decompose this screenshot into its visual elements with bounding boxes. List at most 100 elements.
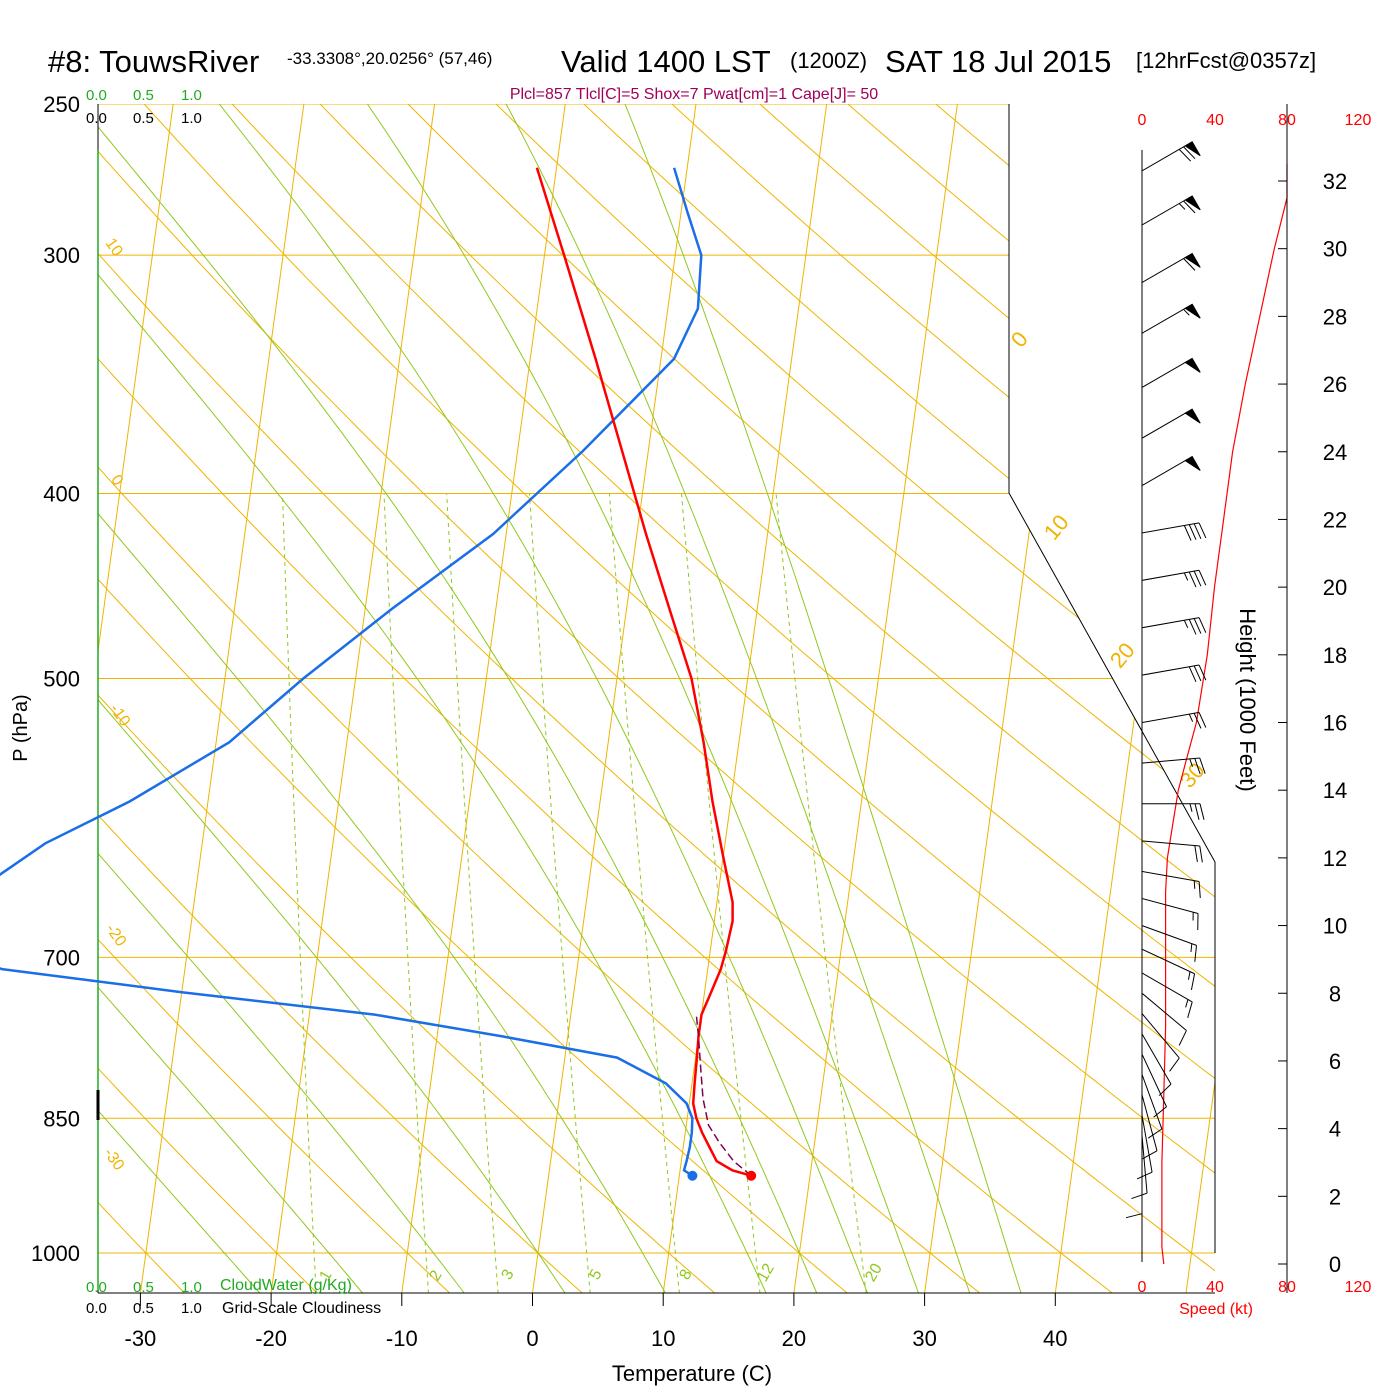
temperature-tick-30: 30 [912, 1326, 936, 1351]
speed-scale-top: 0 40 80 120 [1138, 112, 1372, 129]
height-tick-32: 32 [1323, 169, 1347, 194]
cloud-scale-bottom-green-2: 1.0 [181, 1279, 202, 1296]
forecast-info: [12hrFcst@0357z] [1136, 48, 1316, 73]
station-title: #8: TouwsRiver [48, 44, 259, 79]
cloud-scale-bottom-green-1: 0.5 [133, 1279, 154, 1296]
moist-adiabat-label: 10 [1039, 510, 1074, 545]
wind-barb [1141, 757, 1206, 775]
station-coords: -33.3308°,20.0256° (57,46) [287, 49, 492, 68]
height-axis-label: Height (1000 Feet) [1235, 608, 1260, 791]
wind-barb [1141, 252, 1201, 283]
mixing-ratio-line [446, 493, 499, 1293]
height-tick-10: 10 [1323, 914, 1347, 939]
height-tick-18: 18 [1323, 643, 1347, 668]
stability-indices: Plcl=857 Tlcl[C]=5 Shox=7 Pwat[cm]=1 Cap… [510, 86, 878, 103]
surface-dewpoint-dot [687, 1170, 698, 1181]
cloud-scale-bottom: 0.0 0.5 1.0 CloudWater (g/Kg) 0.0 0.5 1.… [86, 1277, 381, 1317]
temperature-tick-10: 10 [651, 1326, 675, 1351]
mixing-ratio-line [282, 493, 317, 1293]
moist-adiabat [98, 104, 667, 1293]
height-tick-8: 8 [1329, 981, 1341, 1006]
zulu-time: (1200Z) [790, 48, 867, 73]
mixing-ratio-label: 3 [499, 1267, 518, 1283]
isotherm [98, 104, 179, 1293]
wind-barb [1141, 1074, 1163, 1139]
pressure-tick-850: 850 [43, 1106, 80, 1131]
wind-barb [1141, 522, 1207, 541]
moist-adiabat [98, 104, 767, 1293]
cloud-scale-bottom-green-0: 0.0 [86, 1279, 107, 1296]
wind-barb [1141, 357, 1201, 388]
wind-barb [1141, 664, 1207, 683]
dry-adiabat [98, 104, 1215, 1293]
cloud-scale-top-green-0: 0.0 [86, 87, 107, 104]
mixing-ratio-line [681, 493, 761, 1293]
cloud-scale-top-black-0: 0.0 [86, 110, 107, 127]
dry-adiabat [98, 104, 1114, 1293]
dry-adiabat [98, 104, 583, 1293]
height-tick-6: 6 [1329, 1049, 1341, 1074]
pressure-tick-500: 500 [43, 667, 80, 692]
speed-bottom-120: 120 [1345, 1279, 1372, 1296]
wind-barb [1141, 1053, 1167, 1118]
dry-adiabat [721, 104, 1215, 1293]
temperature-tick--20: -20 [255, 1326, 287, 1351]
wind-barb [1141, 972, 1193, 1018]
mixing-ratio-label: 12 [754, 1261, 778, 1285]
temperature-axis: -30 -20 -10 0 10 20 30 40 [125, 1293, 1068, 1351]
height-tick-30: 30 [1323, 237, 1347, 262]
moist-adiabat-label: 0 [1006, 326, 1033, 351]
dry-adiabat [98, 104, 1215, 1293]
pressure-axis: 250 300 400 500 700 850 1000 [31, 92, 80, 1266]
dry-adiabat-label: 10 [102, 235, 126, 259]
dewpoint-line [0, 167, 703, 1177]
speed-scale-bottom: 0 40 80 120 Speed (kt) [1138, 1279, 1372, 1318]
cloud-scale-bottom-black-1: 0.5 [133, 1300, 154, 1317]
dry-adiabat-label: 0 [107, 472, 126, 489]
valid-date: SAT 18 Jul 2015 [885, 44, 1111, 79]
dry-adiabat-label: -10 [106, 701, 133, 730]
wind-speed-line [1161, 164, 1288, 1265]
wind-barb [1141, 992, 1187, 1046]
dry-adiabat [287, 104, 1215, 1293]
dry-adiabat [98, 104, 186, 1293]
isotherm [793, 104, 963, 1293]
cloud-scale-top-green-2: 1.0 [181, 87, 202, 104]
height-tick-4: 4 [1329, 1117, 1341, 1142]
pressure-tick-250: 250 [43, 92, 80, 117]
height-tick-2: 2 [1329, 1184, 1341, 1209]
speed-bottom-40: 40 [1206, 1279, 1224, 1296]
dry-adiabat [113, 104, 1215, 1293]
height-tick-12: 12 [1323, 846, 1347, 871]
moist-adiabat [98, 104, 566, 1293]
height-tick-22: 22 [1323, 507, 1347, 532]
height-tick-28: 28 [1323, 304, 1347, 329]
isotherm [401, 104, 571, 1293]
height-tick-16: 16 [1323, 711, 1347, 736]
dry-adiabat [98, 104, 451, 1293]
wind-barb [1141, 711, 1207, 729]
parcel-line [695, 1014, 752, 1177]
mixing-ratio-line [529, 493, 591, 1293]
wind-barb [1141, 408, 1201, 439]
wind-barb [1141, 948, 1196, 991]
isotherm [1185, 104, 1215, 1293]
dry-adiabat [808, 104, 1215, 1293]
dry-adiabat [98, 104, 716, 1293]
surface-temperature-dot [746, 1170, 757, 1181]
pressure-tick-1000: 1000 [31, 1241, 80, 1266]
moist-adiabat-label: 30 [1175, 758, 1210, 793]
temperature-tick-40: 40 [1043, 1326, 1067, 1351]
mixing-ratio-line [775, 493, 867, 1293]
valid-time: Valid 1400 LST [561, 44, 771, 79]
cloud-scale-bottom-black-2: 1.0 [181, 1300, 202, 1317]
temperature-line [535, 167, 752, 1177]
moist-adiabat [98, 104, 465, 1293]
wind-barb [1141, 898, 1199, 930]
mixing-ratio-label: 2 [427, 1268, 446, 1284]
height-tick-26: 26 [1323, 372, 1347, 397]
cloud-scale-top: 0.0 0.5 1.0 0.0 0.5 1.0 [86, 87, 202, 127]
temperature-tick-0: 0 [526, 1326, 538, 1351]
dry-adiabat [1156, 104, 1215, 1293]
